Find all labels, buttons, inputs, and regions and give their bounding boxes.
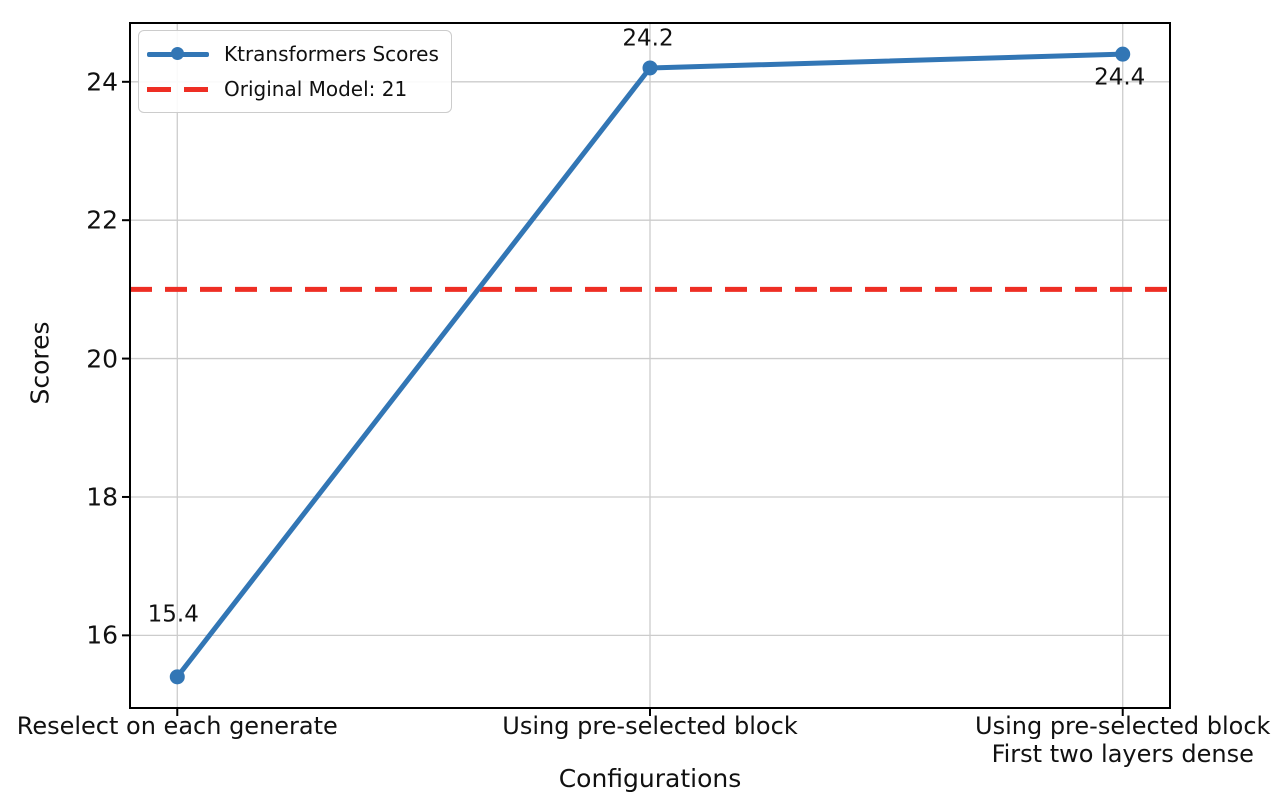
data-point-label: 24.2 <box>622 25 674 52</box>
data-point-marker <box>642 60 658 76</box>
x-tick-label: Using pre-selected block <box>502 712 798 740</box>
chart-legend: Ktransformers Scores Original Model: 21 <box>138 30 452 113</box>
x-axis-title: Configurations <box>558 764 742 793</box>
data-point-label: 24.4 <box>1094 64 1146 91</box>
legend-item-series: Ktransformers Scores <box>147 41 439 67</box>
data-point-marker <box>1115 46 1131 62</box>
y-tick-label: 22 <box>86 205 118 235</box>
y-tick-label: 20 <box>86 344 118 374</box>
y-tick-label: 18 <box>86 482 118 512</box>
legend-item-reference: Original Model: 21 <box>147 76 437 102</box>
x-tick-label: Using pre-selected block First two layers… <box>975 712 1271 768</box>
y-tick-label: 24 <box>86 67 118 97</box>
legend-item-series-label: Ktransformers Scores <box>224 42 439 66</box>
dashed-line-sample-icon <box>147 82 209 96</box>
x-tick-label: Reselect on each generate <box>16 712 338 740</box>
data-point-label: 15.4 <box>147 601 199 628</box>
series-line-sample-icon <box>147 47 209 61</box>
y-tick-label: 16 <box>86 620 118 650</box>
data-point-marker <box>169 669 185 685</box>
legend-item-reference-label: Original Model: 21 <box>224 77 408 101</box>
y-axis-title: Scores <box>25 321 55 405</box>
